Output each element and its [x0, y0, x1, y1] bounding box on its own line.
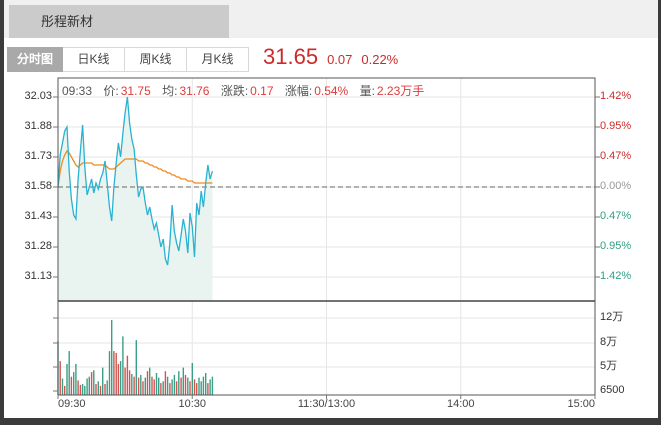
price-change: 0.07 [327, 52, 353, 67]
time-tick-label: 15:00 [567, 398, 595, 410]
info-avg-value: 31.76 [179, 84, 210, 98]
pct-tick-label: 0.95% [600, 240, 632, 252]
info-volume-value: 2.23万手 [376, 84, 425, 98]
info-volume-label: 量: [359, 84, 375, 98]
info-price-value: 31.75 [120, 84, 151, 98]
last-price: 31.65 [263, 44, 319, 69]
chart-info-bar: 09:33 价: 31.75 均: 31.76 涨跌: 0.17 涨幅: 0.54% 量… [62, 82, 426, 99]
tab-intraday[interactable]: 分时图 [7, 47, 63, 72]
tab-monthly-kline[interactable]: 月K线 [187, 47, 249, 72]
pct-tick-label: 0.47% [600, 210, 632, 222]
price-tick-label: 32.03 [24, 90, 52, 102]
info-change-label: 涨跌: [220, 84, 249, 98]
tab-weekly-kline[interactable]: 周K线 [125, 47, 187, 72]
time-tick-label: 09:30 [58, 398, 86, 410]
time-tick-label: 14:00 [446, 398, 475, 410]
info-change-value: 0.17 [250, 84, 274, 98]
stock-name: 彤程新材 [41, 14, 94, 29]
header-bar: 彤程新材 [4, 0, 658, 38]
price-tick-label: 31.88 [24, 120, 52, 132]
quote-summary: 31.65 0.07 0.22% [263, 44, 398, 70]
info-time: 09:33 [62, 84, 93, 98]
chart-type-tabbar: 分时图 日K线 周K线 月K线 [7, 47, 249, 72]
price-tick-label: 31.73 [24, 150, 52, 162]
time-tick-label: 10:30 [178, 398, 207, 410]
pct-tick-label: 0.95% [600, 120, 632, 132]
info-pct-label: 涨幅: [284, 84, 313, 98]
price-tick-label: 31.43 [24, 210, 52, 222]
info-pct-value: 0.54% [314, 84, 349, 98]
volume-tick-label: 12万 [600, 311, 624, 323]
volume-tick-label: 8万 [600, 336, 618, 348]
price-tick-label: 31.28 [24, 240, 52, 252]
pct-tick-label: 0.00% [600, 180, 632, 192]
price-change-pct: 0.22% [361, 52, 399, 67]
volume-tick-label: 5万 [600, 360, 618, 372]
stock-name-tab[interactable]: 彤程新材 [9, 5, 229, 38]
time-tick-label: 11:30/13:00 [297, 398, 356, 410]
price-tick-label: 31.58 [24, 180, 52, 192]
pct-tick-label: 1.42% [600, 270, 632, 282]
price-tick-label: 31.13 [24, 270, 52, 282]
pct-tick-label: 0.47% [600, 150, 632, 162]
pct-tick-label: 1.42% [600, 90, 632, 102]
info-price-label: 价: [103, 84, 119, 98]
volume-tick-label: 6500 [600, 384, 625, 396]
info-avg-label: 均: [162, 84, 178, 98]
tab-daily-kline[interactable]: 日K线 [63, 47, 125, 72]
